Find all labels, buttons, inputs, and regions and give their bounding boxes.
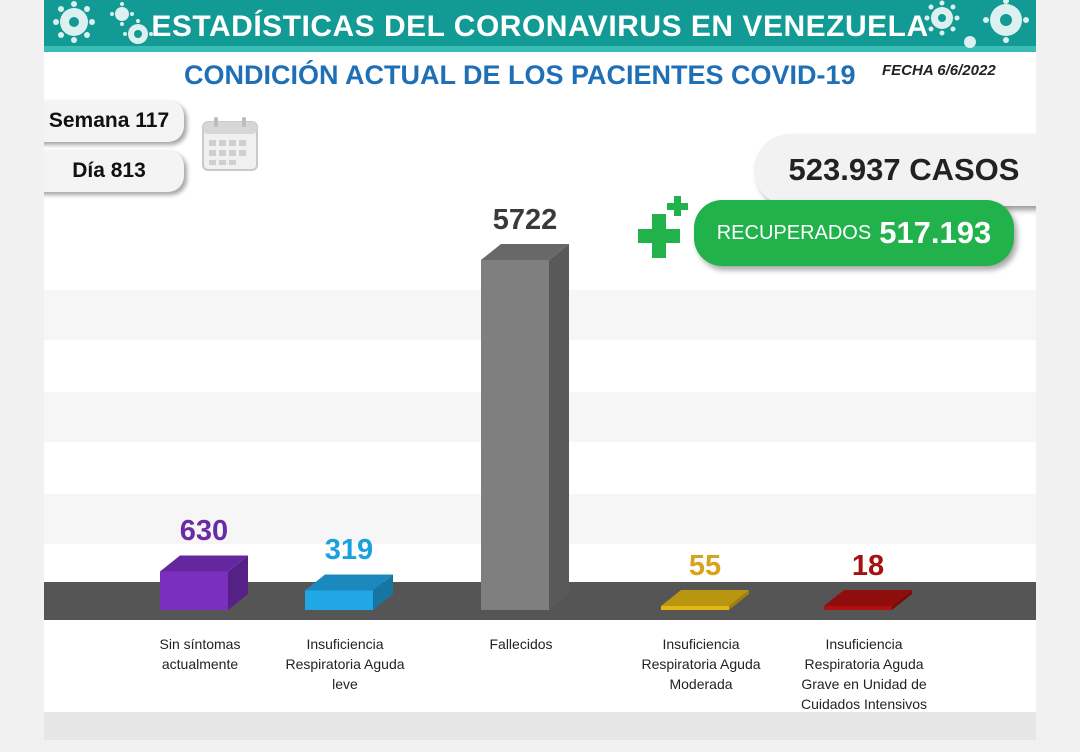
- virus-decoration-icon: [924, 0, 1029, 48]
- virus-decoration-icon: [53, 1, 153, 44]
- bar: [661, 590, 749, 610]
- bar-value-label: 18: [851, 550, 885, 582]
- bar: [160, 555, 248, 610]
- plus-icon: [638, 196, 688, 258]
- day-label: Día 813: [72, 159, 146, 182]
- header-band: ESTADÍSTICAS DEL CORONAVIRUS EN VENEZUEL…: [44, 0, 1036, 52]
- category-label: Insuficiencia Respiratoria Aguda Moderad…: [641, 636, 761, 692]
- bar-value-label: 630: [179, 515, 229, 548]
- bar: [481, 244, 569, 610]
- bar-value-label: 319: [324, 534, 374, 567]
- category-label: Insuficiencia Respiratoria Aguda Grave e…: [800, 636, 928, 712]
- week-badge: Semana 117: [44, 100, 184, 142]
- week-label: Semana 117: [48, 109, 170, 132]
- category-label: Fallecidos: [489, 636, 553, 652]
- bottom-band: [44, 712, 1036, 740]
- recovered-value: 517.193: [879, 215, 992, 250]
- date-label: FECHA 6/6/2022: [882, 62, 996, 79]
- total-cases-label: 523.937 CASOS: [788, 152, 1020, 187]
- recovered-label: RECUPERADOS: [716, 221, 872, 244]
- chart-subtitle: CONDICIÓN ACTUAL DE LOS PACIENTES COVID-…: [184, 60, 856, 90]
- day-badge: Día 813: [44, 150, 184, 192]
- bar: [305, 574, 393, 610]
- bar: [824, 590, 912, 610]
- category-label: Insuficiencia Respiratoria Aguda leve: [285, 636, 405, 692]
- category-label: Sin síntomas actualmente: [159, 636, 241, 672]
- total-cases-badge: 523.937 CASOS: [754, 134, 1036, 206]
- page-title: ESTADÍSTICAS DEL CORONAVIRUS EN VENEZUEL…: [151, 10, 929, 43]
- bar-value-label: 5722: [492, 204, 558, 236]
- recovered-badge: RECUPERADOS 517.193: [694, 200, 1014, 266]
- infographic: ESTADÍSTICAS DEL CORONAVIRUS EN VENEZUEL…: [44, 0, 1036, 740]
- calendar-icon: [202, 117, 258, 171]
- bar-chart: [44, 244, 1036, 620]
- bar-value-label: 55: [688, 550, 722, 582]
